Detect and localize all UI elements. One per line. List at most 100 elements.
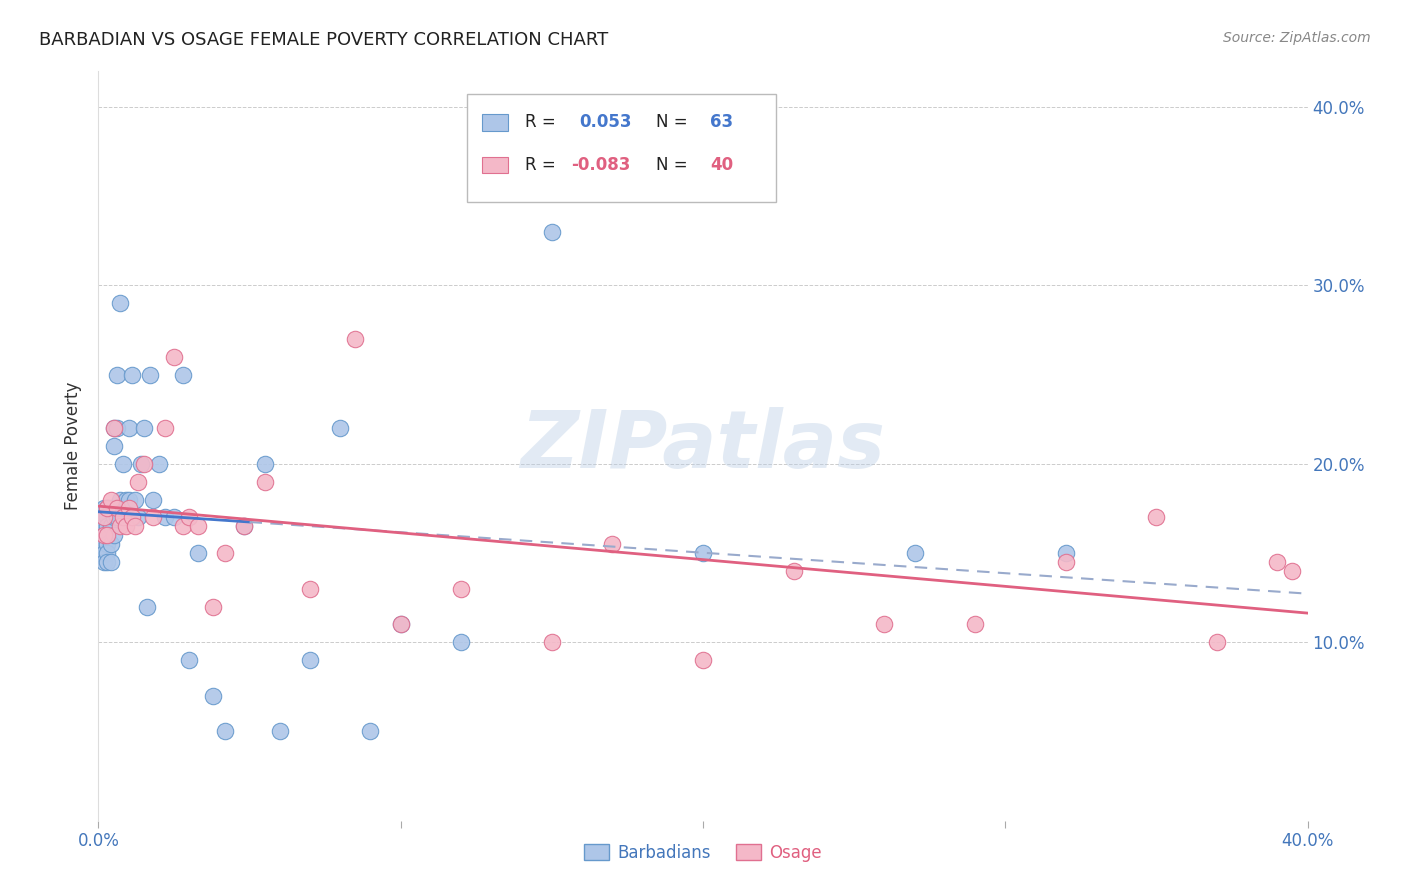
Point <box>127 475 149 489</box>
Point <box>108 492 131 507</box>
Point <box>124 492 146 507</box>
Point <box>96 528 118 542</box>
Point <box>299 653 322 667</box>
Point <box>93 537 115 551</box>
Point <box>299 582 322 596</box>
Point <box>1281 564 1303 578</box>
Point <box>105 510 128 524</box>
Point <box>135 599 157 614</box>
Point <box>360 724 382 739</box>
Point <box>100 519 122 533</box>
Point <box>132 457 155 471</box>
FancyBboxPatch shape <box>482 114 509 130</box>
Text: Source: ZipAtlas.com: Source: ZipAtlas.com <box>1223 31 1371 45</box>
Point <box>132 421 155 435</box>
Legend: Barbadians, Osage: Barbadians, Osage <box>578 838 828 869</box>
Point <box>118 501 141 516</box>
Point <box>111 510 134 524</box>
Point <box>139 368 162 382</box>
Point <box>108 296 131 310</box>
Point <box>172 368 194 382</box>
Text: R =: R = <box>526 113 561 131</box>
Point <box>105 501 128 516</box>
Point <box>692 546 714 560</box>
Point <box>1267 555 1289 569</box>
Point <box>121 368 143 382</box>
Point <box>105 368 128 382</box>
Point <box>111 457 134 471</box>
Point <box>232 519 254 533</box>
Point <box>450 635 472 649</box>
Point <box>103 439 125 453</box>
Point <box>692 653 714 667</box>
Point <box>93 519 115 533</box>
Point <box>187 546 209 560</box>
Point <box>96 537 118 551</box>
Point <box>179 653 201 667</box>
Point <box>90 510 112 524</box>
FancyBboxPatch shape <box>482 157 509 173</box>
Point <box>450 582 472 596</box>
Point <box>1206 635 1229 649</box>
Point <box>214 546 236 560</box>
Point <box>153 421 176 435</box>
Point <box>96 501 118 516</box>
Point <box>253 475 276 489</box>
Point <box>96 528 118 542</box>
Text: N =: N = <box>655 156 693 174</box>
Point <box>148 457 170 471</box>
Point <box>96 510 118 524</box>
Point <box>253 457 276 471</box>
Point <box>142 510 165 524</box>
Point <box>540 225 562 239</box>
Point <box>142 492 165 507</box>
Point <box>111 501 134 516</box>
Point <box>1054 555 1077 569</box>
Point <box>93 528 115 542</box>
Point <box>118 492 141 507</box>
Point <box>163 350 186 364</box>
Point <box>103 421 125 435</box>
Point <box>329 421 352 435</box>
Point <box>105 421 128 435</box>
Point <box>232 519 254 533</box>
Point <box>602 537 624 551</box>
Point <box>172 519 194 533</box>
Text: BARBADIAN VS OSAGE FEMALE POVERTY CORRELATION CHART: BARBADIAN VS OSAGE FEMALE POVERTY CORREL… <box>39 31 609 49</box>
Point <box>108 519 131 533</box>
Point <box>214 724 236 739</box>
Point <box>202 599 225 614</box>
Point <box>187 519 209 533</box>
Point <box>93 546 115 560</box>
Point <box>100 555 122 569</box>
Point <box>121 510 143 524</box>
Point <box>873 617 896 632</box>
Y-axis label: Female Poverty: Female Poverty <box>65 382 83 510</box>
Point <box>163 510 186 524</box>
Point <box>389 617 412 632</box>
Point <box>93 555 115 569</box>
FancyBboxPatch shape <box>467 94 776 202</box>
Point <box>103 510 125 524</box>
Text: ZIPatlas: ZIPatlas <box>520 407 886 485</box>
Point <box>344 332 367 346</box>
Text: R =: R = <box>526 156 561 174</box>
Point <box>90 546 112 560</box>
Point <box>202 689 225 703</box>
Point <box>96 546 118 560</box>
Point <box>965 617 987 632</box>
Point <box>93 510 115 524</box>
Point <box>90 528 112 542</box>
Text: 63: 63 <box>710 113 734 131</box>
Point <box>100 492 122 507</box>
Text: N =: N = <box>655 113 693 131</box>
Point <box>93 528 115 542</box>
Point <box>100 501 122 516</box>
Text: -0.083: -0.083 <box>571 156 630 174</box>
Point <box>1054 546 1077 560</box>
Point <box>1144 510 1167 524</box>
Point <box>100 537 122 551</box>
Point <box>96 501 118 516</box>
Point <box>96 555 118 569</box>
Point <box>93 510 115 524</box>
